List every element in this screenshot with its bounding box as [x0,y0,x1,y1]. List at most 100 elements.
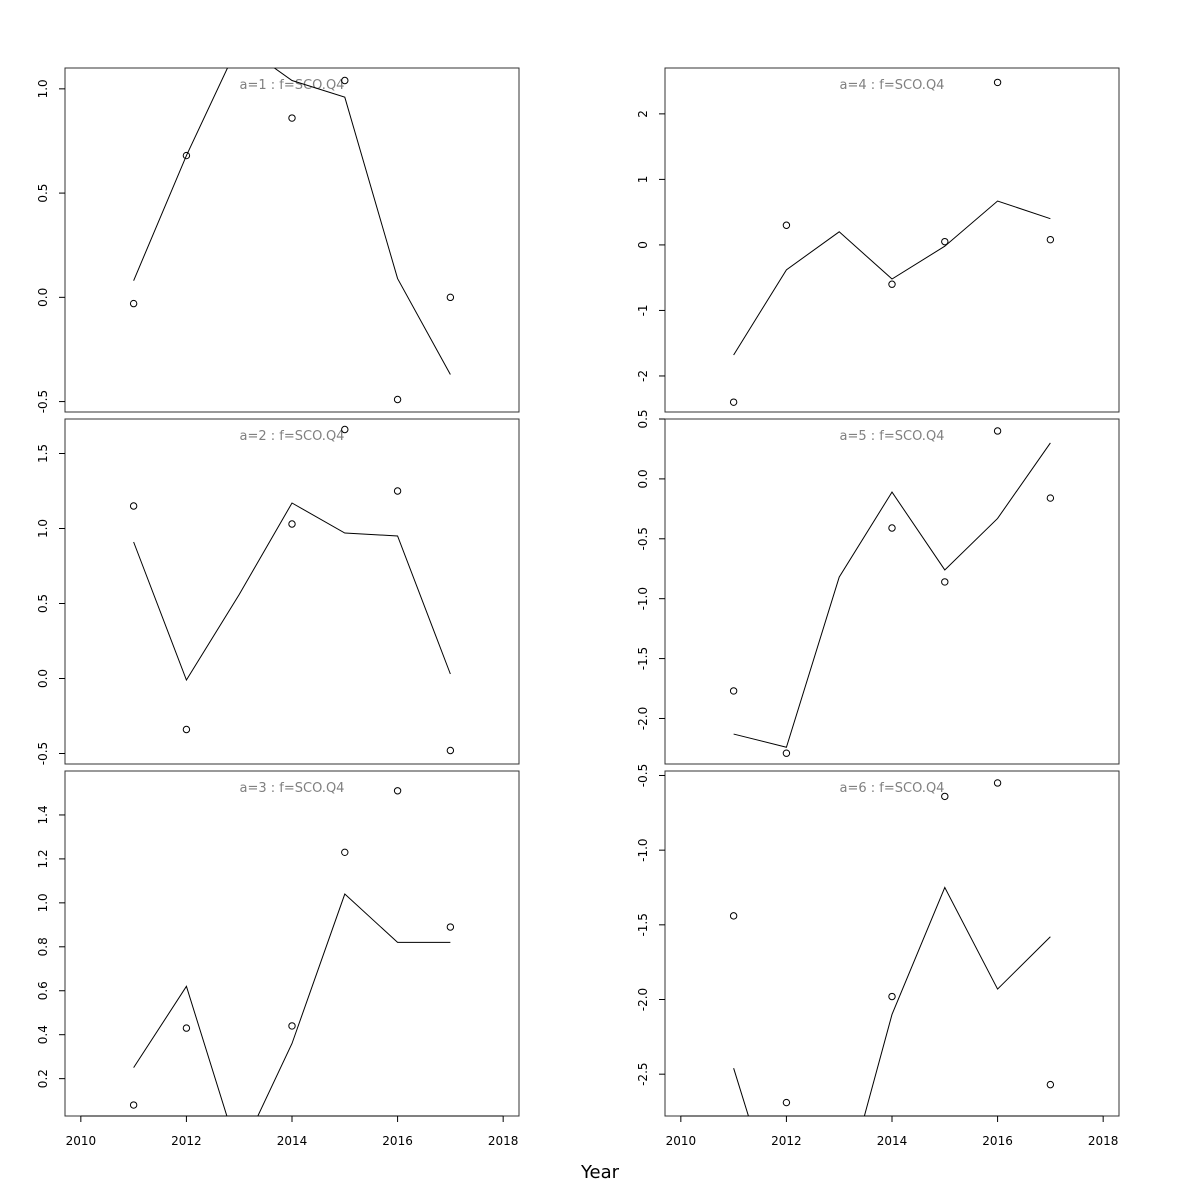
plot-data [729,427,1055,757]
fitted-line [733,200,1051,356]
observed-point [729,687,738,695]
panel-3: a=2 : f=SCO.Q4 -0.5 0.0 0.5 1.0 1.5 [36,418,520,765]
panel-title: a=6 : f=SCO.Q4 [840,781,945,796]
plot-frame [64,770,520,1117]
observed-point [782,1098,791,1107]
panel-title: a=4 : f=SCO.Q4 [840,78,945,93]
panel-6: a=6 : f=SCO.Q4 -2.5 -2.0 -1.5 -1.0 -0.5 2010 20… [636,764,1120,1148]
observed-point [1046,494,1055,502]
observed-point [941,792,949,801]
observed-point [729,912,738,920]
plot-frame [664,770,1120,1117]
panel-4: a=5 : f=SCO.Q4 -2.0 -1.5 -1.0 -0.5 0.0 0.5 [636,409,1120,765]
observed-point [729,398,738,406]
y-tick-label: 1 [636,176,650,184]
observed-point [393,395,402,404]
observed-point [288,114,296,122]
fitted-line [133,502,451,682]
y-tick-label: 1.0 [36,519,50,538]
y-tick-label: -2.0 [636,988,650,1011]
y-tick-label: 0.4 [36,1025,50,1044]
x-tick-label: 2016 [382,1134,413,1148]
plot-data [729,78,1055,406]
x-tick-label: 2010 [666,1134,697,1148]
observed-point [782,221,791,229]
fitted-line [733,442,1051,748]
x-tick-label: 2014 [277,1134,308,1148]
observed-point [888,280,896,288]
observed-point [182,1024,191,1032]
observed-point [888,992,896,1001]
observed-point [888,524,896,532]
plot-data [129,68,455,404]
panel-2: a=4 : f=SCO.Q4 -2 -1 0 1 2 [636,67,1120,413]
y-tick-label: 0.0 [36,669,50,688]
y-tick-label: -1.0 [636,587,650,610]
y-tick-label: 1.4 [36,805,50,824]
x-tick-label: 2016 [982,1134,1013,1148]
y-tick-label: -1.5 [636,647,650,670]
y-tick-label: -0.5 [636,527,650,550]
observed-point [341,848,349,857]
y-tick-label: -1.0 [636,838,650,861]
plot-data [129,425,455,755]
observed-point [129,1101,138,1109]
fitted-line [133,893,451,1116]
panel-1: a=1 : f=SCO.Q4-0.50.00.51.0 [36,67,520,413]
observed-point [446,746,455,755]
y-tick-label: 0.6 [36,981,50,1000]
y-tick-label: 0.0 [636,469,650,488]
y-tick-label: -2.5 [636,1062,650,1085]
observed-point [941,578,949,586]
fitted-line [133,68,451,375]
observed-point [941,237,949,246]
y-tick-label: 1.2 [36,849,50,868]
observed-point [129,299,138,308]
y-tick-label: 0.5 [636,409,650,428]
x-tick-label: 2012 [171,1134,202,1148]
observed-point [341,76,349,85]
panel-title: a=3 : f=SCO.Q4 [240,781,345,796]
y-tick-label: -1.5 [636,913,650,936]
y-tick-label: 0.5 [36,184,50,203]
observed-point [782,749,791,757]
plot-frame [64,67,520,413]
observed-point [288,520,296,528]
x-tick-label: 2012 [771,1134,802,1148]
y-tick-label: -0.5 [36,742,50,765]
observed-point [1046,235,1055,244]
y-tick-label: 0.0 [36,288,50,307]
y-tick-label: 0.5 [36,594,50,613]
plot-frame [64,418,520,765]
observed-point [446,293,455,302]
observed-point [393,487,402,495]
observed-point [446,923,455,931]
observed-point [129,502,138,510]
x-tick-label: 2018 [488,1134,519,1148]
observed-point [993,779,1002,787]
y-tick-label: 0.2 [36,1069,50,1088]
plot-data [729,779,1055,1116]
plot-data [129,787,455,1116]
observed-point [1046,1080,1055,1089]
x-tick-label: 2018 [1088,1134,1119,1148]
observed-point [993,78,1002,87]
x-tick-label: 2014 [877,1134,908,1148]
plot-frame [664,67,1120,413]
plot-frame [664,418,1120,765]
y-tick-label: -0.5 [36,390,50,413]
observed-point [182,151,191,160]
y-tick-label: 1.5 [36,444,50,463]
x-axis-label: Year [580,1162,620,1183]
y-tick-label: -0.5 [636,764,650,787]
panel-title: a=5 : f=SCO.Q4 [840,429,945,444]
observed-point [993,427,1002,435]
x-tick-label: 2010 [66,1134,97,1148]
y-tick-label: -2 [636,370,650,382]
observed-point [393,787,402,795]
y-tick-label: -2.0 [636,707,650,730]
y-tick-label: 1.0 [36,79,50,98]
y-tick-label: 0.8 [36,937,50,956]
observed-point [288,1022,296,1030]
